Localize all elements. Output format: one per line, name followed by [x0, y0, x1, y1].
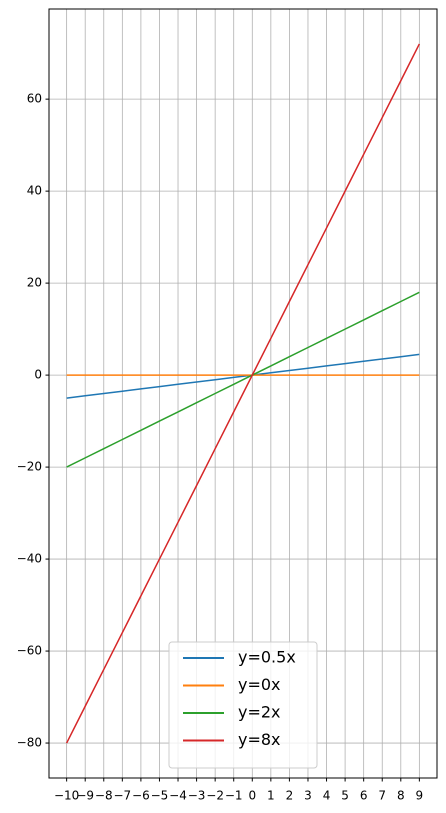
ticks: −10−9 −8 −7 −6 −5 −4 −3 −2 −1 0 1 2 3 4 5 6 7 8 9−80−60−40…	[17, 92, 424, 803]
plot-frame	[48, 8, 438, 779]
series-line	[66, 353, 420, 399]
x-tick-label: 0	[248, 789, 256, 803]
series-line	[65, 43, 421, 744]
x-tick-label: −6	[132, 789, 150, 803]
y-tick-label: −20	[17, 460, 42, 474]
y-tick-label: 0	[34, 368, 42, 382]
series-line	[66, 291, 420, 468]
x-tick-label: −7	[113, 789, 131, 803]
x-tick-label: −1	[225, 789, 243, 803]
x-tick-label: −9	[76, 789, 94, 803]
x-tick-label: −4	[169, 789, 187, 803]
legend-label: y=2x	[238, 703, 281, 722]
x-tick-label: 6	[360, 789, 368, 803]
x-tick-label: 2	[286, 789, 294, 803]
y-tick-label: 60	[27, 92, 42, 106]
x-tick-label: −8	[95, 789, 113, 803]
y-tick-label: 20	[27, 276, 42, 290]
x-tick-label: 5	[341, 789, 349, 803]
legend-box	[168, 641, 318, 769]
legend-label: y=0x	[238, 675, 281, 694]
x-tick-label: 9	[416, 789, 424, 803]
x-tick-label: 3	[304, 789, 312, 803]
x-tick-label: 1	[267, 789, 275, 803]
legend: y=0.5x y=0x y=2x y=8x	[168, 641, 318, 769]
x-tick-label: −2	[206, 789, 224, 803]
x-tick-label: −10	[54, 789, 79, 803]
legend-label: y=8x	[238, 730, 281, 749]
x-tick-label: 4	[323, 789, 331, 803]
y-tick-label: −60	[17, 644, 42, 658]
y-tick-label: 40	[27, 184, 42, 198]
legend-label: y=0.5x	[238, 648, 296, 667]
y-tick-label: −40	[17, 552, 42, 566]
x-tick-label: −5	[151, 789, 169, 803]
y-tick-label: −80	[17, 736, 42, 750]
x-tick-label: 7	[378, 789, 386, 803]
x-tick-label: 8	[397, 789, 405, 803]
x-tick-label: −3	[188, 789, 206, 803]
lines	[65, 43, 421, 744]
